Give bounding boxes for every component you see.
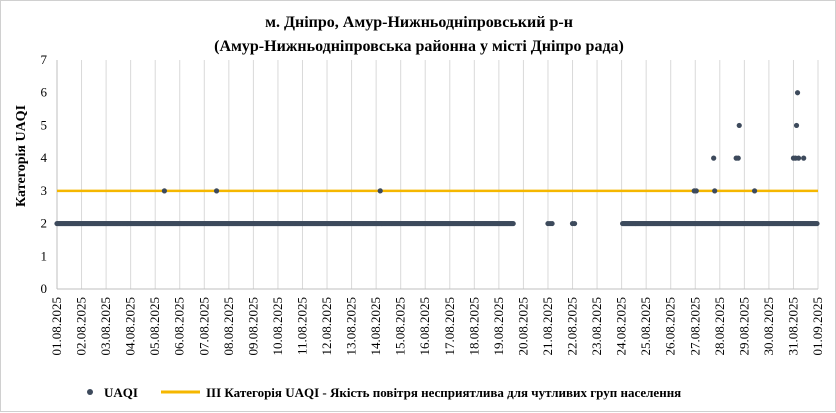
uaqi-point	[814, 220, 820, 227]
x-tick-label: 05.08.2025	[147, 297, 162, 356]
x-tick-label: 08.08.2025	[221, 297, 236, 356]
x-tick-label: 10.08.2025	[270, 297, 285, 356]
chart-title-line-2: (Амур-Нижньодніпровська районна у місті …	[214, 38, 624, 55]
x-tick-label: 28.08.2025	[712, 297, 727, 356]
y-tick-label: 7	[41, 52, 48, 67]
legend-uaqi-label: UAQI	[104, 385, 138, 400]
legend: UAQI III Категорія UAQI - Якість повітря…	[87, 385, 681, 400]
axes	[56, 60, 818, 290]
x-tick-label: 31.08.2025	[785, 297, 800, 356]
uaqi-point	[377, 188, 383, 194]
x-tick-label: 12.08.2025	[319, 297, 334, 356]
y-axis-title: Категорія UAQI	[14, 105, 29, 207]
uaqi-point	[711, 155, 717, 161]
x-tick-label: 19.08.2025	[491, 297, 506, 356]
x-tick-label: 21.08.2025	[540, 297, 555, 356]
uaqi-point	[735, 155, 741, 161]
x-tick-label: 16.08.2025	[417, 297, 432, 356]
x-tick-label: 04.08.2025	[123, 297, 138, 356]
uaqi-point	[712, 188, 718, 194]
x-tick-label: 13.08.2025	[344, 297, 359, 356]
x-tick-label: 03.08.2025	[98, 297, 113, 356]
x-tick-label: 27.08.2025	[687, 297, 702, 356]
uaqi-point	[161, 188, 167, 194]
y-tick-labels: 0 1 2 3 4 5 6 7	[41, 52, 48, 296]
x-tick-label: 07.08.2025	[196, 297, 211, 356]
x-tick-label: 26.08.2025	[663, 297, 678, 356]
y-tick-label: 4	[41, 150, 48, 165]
legend-uaqi-marker	[87, 389, 93, 395]
x-tick-label: 01.08.2025	[49, 297, 64, 356]
y-tick-label: 3	[41, 183, 48, 198]
uaqi-point	[794, 90, 801, 96]
uaqi-point	[510, 220, 516, 227]
x-tick-label: 29.08.2025	[736, 297, 751, 356]
uaqi-point	[736, 122, 742, 129]
x-tick-label: 06.08.2025	[172, 297, 187, 356]
x-tick-label: 17.08.2025	[442, 297, 457, 356]
x-tick-label: 09.08.2025	[245, 297, 260, 356]
x-tick-label: 01.09.2025	[810, 297, 825, 356]
x-tick-label: 15.08.2025	[393, 297, 408, 356]
x-tick-label: 11.08.2025	[294, 297, 309, 355]
uaqi-point	[549, 220, 555, 227]
uaqi-point	[801, 155, 807, 161]
x-tick-label: 24.08.2025	[614, 297, 629, 356]
x-tick-label: 22.08.2025	[565, 297, 580, 356]
uaqi-point	[793, 122, 800, 129]
y-tick-label: 2	[41, 216, 48, 231]
legend-threshold-label: III Категорія UAQI - Якість повітря несп…	[206, 385, 681, 400]
x-tick-label: 18.08.2025	[466, 297, 481, 356]
y-tick-label: 6	[41, 85, 48, 100]
uaqi-point	[213, 188, 220, 194]
y-tick-label: 1	[41, 248, 48, 263]
uaqi-point	[795, 155, 802, 161]
grid-lines	[81, 60, 819, 289]
x-tick-label: 25.08.2025	[638, 297, 653, 356]
y-tick-label: 5	[41, 117, 48, 132]
x-tick-label: 30.08.2025	[761, 297, 776, 356]
uaqi-point	[571, 220, 578, 227]
uaqi-point	[751, 188, 758, 194]
y-tick-label: 0	[41, 281, 48, 296]
x-tick-label: 23.08.2025	[589, 297, 604, 356]
chart-title-line-1: м. Дніпро, Амур-Нижньодніпровський р-н	[265, 14, 573, 31]
x-tick-label: 02.08.2025	[74, 297, 89, 356]
uaqi-point	[693, 188, 699, 194]
x-tick-label: 14.08.2025	[368, 297, 383, 356]
x-tick-labels: 01.08.2025 02.08.2025 03.08.2025 04.08.2025…	[49, 297, 825, 356]
x-tick-label: 20.08.2025	[515, 297, 530, 356]
uaqi-points	[54, 90, 820, 227]
